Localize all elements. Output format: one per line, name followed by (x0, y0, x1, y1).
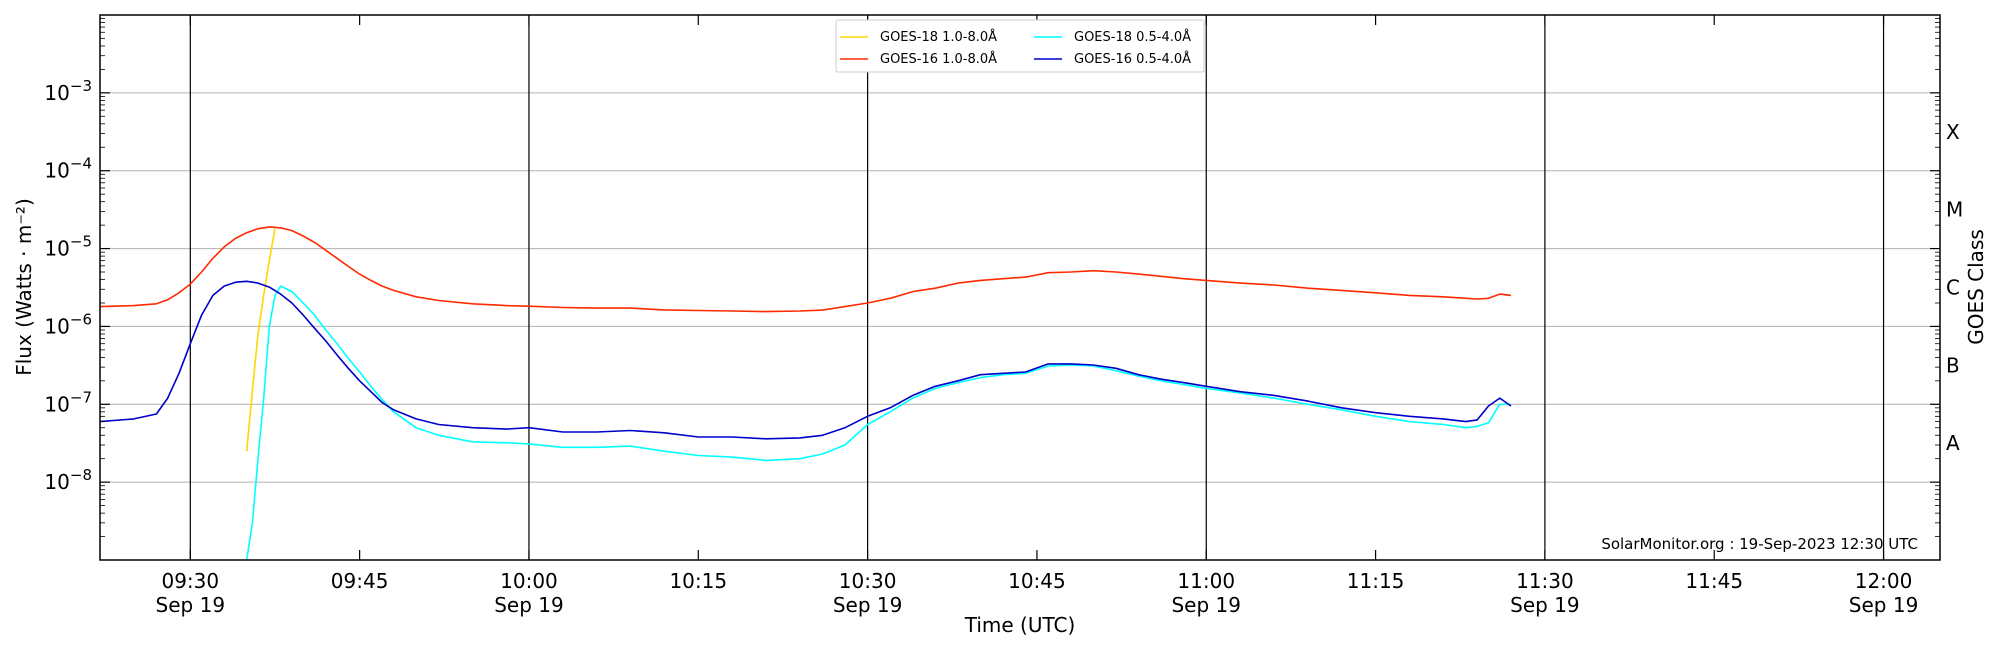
y-tick-label: 10−3 (44, 77, 92, 105)
y-tick-label: 10−7 (44, 388, 92, 416)
series-line-2 (245, 285, 1511, 561)
x-tick-label: 12:00 (1855, 569, 1913, 593)
x-tick-label: 11:15 (1347, 569, 1405, 593)
series-line-1 (99, 226, 1512, 313)
goes-class-label-a: A (1946, 431, 1960, 455)
y-tick-label: 10−6 (44, 310, 92, 338)
x-tick-date-label: Sep 19 (1510, 593, 1580, 617)
goes-class-label-x: X (1946, 120, 1960, 144)
goes-class-label-b: B (1946, 353, 1960, 377)
x-tick-label: 10:00 (500, 569, 558, 593)
x-tick-label: 11:00 (1177, 569, 1235, 593)
y-tick-label: 10−5 (44, 233, 92, 261)
x-tick-label: 09:45 (331, 569, 389, 593)
legend-label-goes16-long: GOES-16 1.0-8.0Å (880, 51, 997, 67)
x-tick-date-label: Sep 19 (494, 593, 564, 617)
credit-text: SolarMonitor.org : 19-Sep-2023 12:30 UTC (1601, 535, 1918, 553)
series-line-3 (99, 280, 1512, 440)
x-tick-date-label: Sep 19 (1171, 593, 1241, 617)
legend-label-goes18-short: GOES-18 0.5-4.0Å (1074, 29, 1191, 45)
legend-label-goes16-short: GOES-16 0.5-4.0Å (1074, 51, 1191, 67)
x-tick-date-label: Sep 19 (1849, 593, 1919, 617)
y-tick-label: 10−8 (44, 466, 92, 494)
y-axis-label: Flux (Watts · m⁻²) (12, 198, 36, 376)
y2-axis-label: GOES Class (1964, 229, 1988, 345)
y-tick-label: 10−4 (44, 155, 92, 183)
x-tick-label: 10:30 (839, 569, 897, 593)
plot-background (100, 15, 1940, 560)
x-tick-label: 11:30 (1516, 569, 1574, 593)
goes-class-label-m: M (1946, 198, 1963, 222)
x-tick-label: 09:30 (161, 569, 219, 593)
plot-frame (99, 14, 1941, 561)
x-tick-date-label: Sep 19 (833, 593, 903, 617)
x-axis-label: Time (UTC) (964, 613, 1076, 637)
series-line-0 (245, 228, 276, 452)
goes-class-label-c: C (1946, 276, 1960, 300)
x-tick-label: 10:45 (1008, 569, 1066, 593)
series-layer (99, 226, 1512, 561)
grid-layer (100, 15, 1940, 560)
x-tick-label: 10:15 (669, 569, 727, 593)
goes-class-labels: A B C M X (1946, 120, 1963, 455)
legend-label-goes18-long: GOES-18 1.0-8.0Å (880, 29, 997, 45)
x-tick-label: 11:45 (1685, 569, 1743, 593)
legend: GOES-18 1.0-8.0Å GOES-16 1.0-8.0Å GOES-1… (835, 19, 1205, 73)
legend-box (835, 19, 1205, 73)
x-tick-date-label: Sep 19 (156, 593, 226, 617)
